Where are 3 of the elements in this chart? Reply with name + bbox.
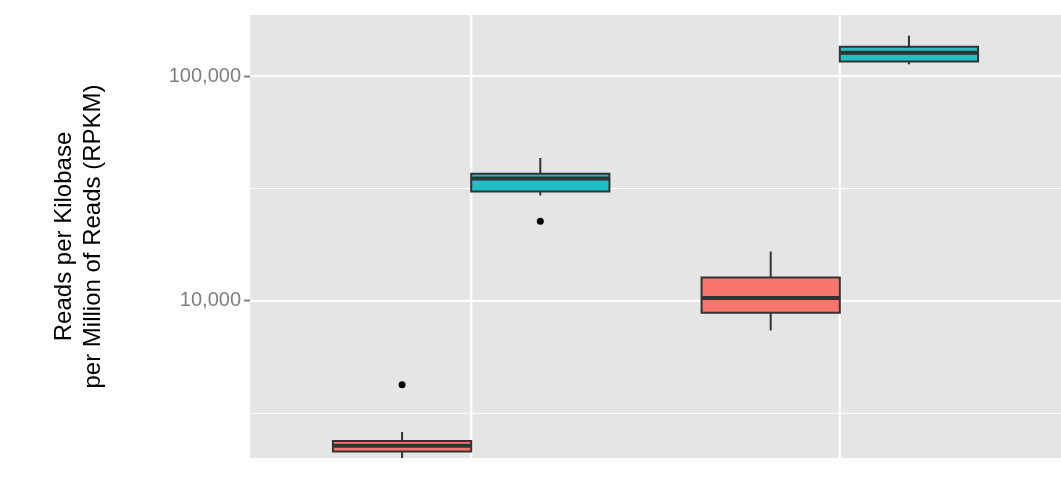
y-tick-label: 100,000 [168,63,241,86]
y-tick-label: 10,000 [179,288,241,311]
y-axis-title: Reads per Kilobase per Million of Reads (RPKM) [49,84,105,389]
